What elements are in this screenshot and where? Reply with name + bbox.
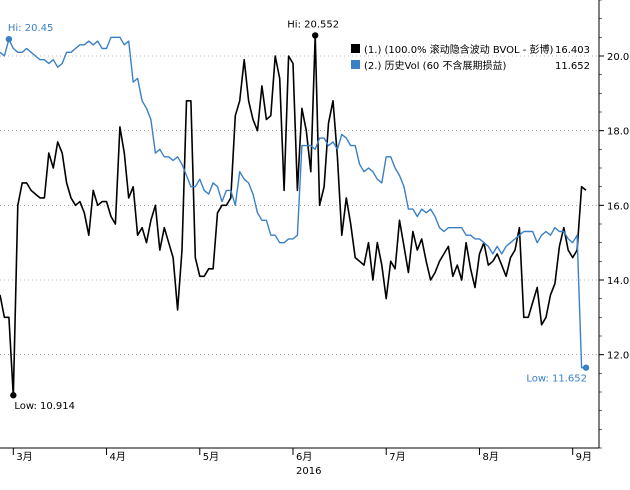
series-line-1: [0, 34, 587, 397]
y-tick-label-4: 20.00: [607, 52, 630, 63]
series-line-2: [0, 36, 586, 369]
legend-label-series-1: (1.) (100.0% 滚动隐含波动 BVOL - 彭博): [364, 43, 554, 56]
y-tick-label-3: 18.00: [607, 127, 630, 138]
annotation-label-2: Low: 10.914: [14, 401, 75, 412]
annotation-marker-2: [10, 392, 17, 399]
annotation-label-1: Hi: 20.552: [287, 19, 339, 30]
annotation-label-3: Low: 11.652: [526, 374, 587, 385]
legend-label-series-2: (2.) 历史Vol (60 不含展期损益): [364, 59, 506, 72]
y-tick-label-0: 12.00: [607, 351, 630, 362]
x-tick-label-6: 9月: [576, 451, 592, 463]
x-axis-ticks: 3月 4月 5月 6月 7月 8月 9月 2016: [12, 448, 592, 477]
annotation-marker-3: [582, 364, 590, 371]
legend-value-series-2: 11.652: [555, 61, 590, 72]
y-tick-label-2: 16.00: [607, 201, 630, 212]
legend-swatch-series-1: [351, 44, 360, 53]
x-tick-label-4: 7月: [389, 451, 405, 463]
series-layer: [0, 34, 587, 397]
x-tick-label-0: 3月: [16, 451, 32, 463]
x-axis-year-label: 2016: [296, 466, 321, 477]
annotation-marker-0: [5, 36, 13, 43]
annotation-label-0: Hi: 20.45: [8, 23, 53, 34]
y-tick-label-1: 14.00: [607, 276, 630, 287]
x-tick-label-1: 4月: [110, 451, 126, 463]
annotations-layer: Hi: 20.45 Hi: 20.552 Low: 10.914 Low: 11.65…: [5, 19, 590, 412]
annotation-marker-1: [311, 32, 319, 39]
x-tick-label-3: 6月: [296, 451, 312, 463]
x-tick-label-5: 8月: [482, 451, 498, 463]
legend: (1.) (100.0% 滚动隐含波动 BVOL - 彭博) 16.403 (2…: [351, 43, 590, 72]
legend-swatch-series-2: [351, 60, 360, 69]
y-axis-ticks: 12.00 14.00 16.00 18.00 20.00: [599, 0, 630, 449]
x-tick-label-2: 5月: [203, 451, 219, 463]
legend-value-series-1: 16.403: [555, 45, 590, 56]
